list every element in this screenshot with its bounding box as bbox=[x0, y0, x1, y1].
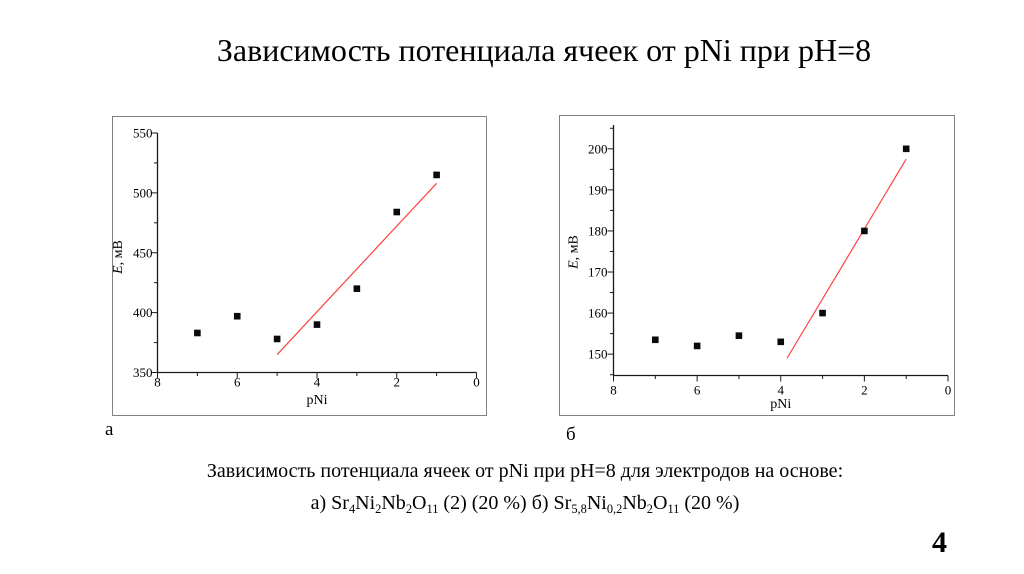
data-point bbox=[393, 208, 401, 216]
data-point bbox=[693, 342, 701, 350]
y-tick-label: 550 bbox=[133, 126, 153, 141]
caption-formula: а) Sr4Ni2Nb2O11 (2) (20 %) б) Sr5,8Ni0,2… bbox=[26, 492, 1024, 517]
x-tick-label: 4 bbox=[314, 375, 321, 390]
page-number: 4 bbox=[932, 526, 947, 559]
x-tick-label: 2 bbox=[861, 383, 868, 398]
x-tick-label: 4 bbox=[778, 383, 785, 398]
x-axis-title: pNi bbox=[770, 397, 791, 412]
x-tick-label: 6 bbox=[234, 375, 241, 390]
data-point bbox=[233, 312, 241, 320]
chart-a: 8 6 4 2 0 350 400 450 500 550 pNi E, мВ bbox=[112, 116, 487, 416]
y-tick-label: 160 bbox=[588, 306, 608, 321]
y-axis-title: E, мВ bbox=[567, 235, 582, 270]
chart-frame bbox=[112, 116, 487, 416]
data-point bbox=[819, 309, 826, 317]
y-tick-label: 350 bbox=[133, 365, 153, 380]
formula-text: O bbox=[412, 492, 427, 514]
caption-line1: Зависимость потенциала ячеек от pNi при … bbox=[206, 460, 844, 482]
fit-line bbox=[276, 182, 438, 355]
data-point bbox=[652, 336, 659, 344]
data-point bbox=[313, 321, 321, 328]
y-tick-label: 500 bbox=[133, 185, 153, 200]
formula-text: а) Sr bbox=[310, 492, 349, 514]
x-tick-label: 8 bbox=[610, 383, 617, 398]
chart-frame bbox=[559, 115, 955, 416]
formula-subscript: 5,8 bbox=[571, 502, 587, 517]
panel-label-b: б bbox=[566, 424, 576, 445]
y-tick-label: 400 bbox=[133, 305, 153, 320]
formula-text: Ni bbox=[355, 492, 376, 514]
x-tick-label: 6 bbox=[694, 383, 701, 398]
data-point bbox=[735, 332, 743, 339]
formula-text: Nb bbox=[381, 492, 406, 514]
slide-title: Зависимость потенциала ячеек от pNi при … bbox=[216, 32, 872, 68]
data-point bbox=[861, 227, 868, 235]
formula-subscript: 11 bbox=[426, 502, 439, 517]
formula-text: Nb bbox=[622, 492, 647, 514]
data-point bbox=[353, 285, 361, 292]
y-tick-label: 170 bbox=[588, 265, 608, 280]
formula-subscript: 2 bbox=[646, 502, 653, 517]
formula-subscript: 0,2 bbox=[606, 502, 623, 517]
formula-subscript: 2 bbox=[375, 502, 382, 517]
x-tick-label: 0 bbox=[945, 383, 952, 398]
y-tick-label: 180 bbox=[588, 223, 608, 238]
x-axis-title: pNi bbox=[307, 393, 328, 408]
data-point bbox=[194, 329, 201, 337]
formula-subscript: 2 bbox=[405, 502, 413, 517]
formula-text: (20 %) bbox=[679, 492, 740, 514]
x-tick-label: 2 bbox=[394, 375, 401, 390]
panel-label-a: а bbox=[105, 419, 114, 440]
formula-text: Ni bbox=[586, 492, 607, 514]
y-tick-label: 190 bbox=[588, 182, 608, 197]
chart-b: 8 6 4 2 0 150 160 170 180 190 200 pNi E, мВ bbox=[559, 115, 955, 416]
data-point bbox=[902, 145, 910, 153]
data-point bbox=[777, 338, 785, 346]
fit-line bbox=[786, 158, 907, 359]
y-tick-label: 150 bbox=[588, 347, 608, 362]
data-point bbox=[433, 171, 440, 179]
formula-subscript: 11 bbox=[667, 502, 680, 517]
y-axis-title: E, мВ bbox=[112, 240, 126, 275]
data-point bbox=[273, 335, 281, 343]
y-tick-label: 450 bbox=[133, 245, 153, 260]
x-tick-label: 8 bbox=[154, 375, 161, 390]
formula-text: (2) (20 %) б) Sr bbox=[438, 492, 572, 514]
formula-subscript: 4 bbox=[348, 502, 356, 517]
x-tick-label: 0 bbox=[473, 375, 480, 390]
formula-text: O bbox=[652, 492, 668, 514]
y-tick-label: 200 bbox=[588, 141, 608, 156]
